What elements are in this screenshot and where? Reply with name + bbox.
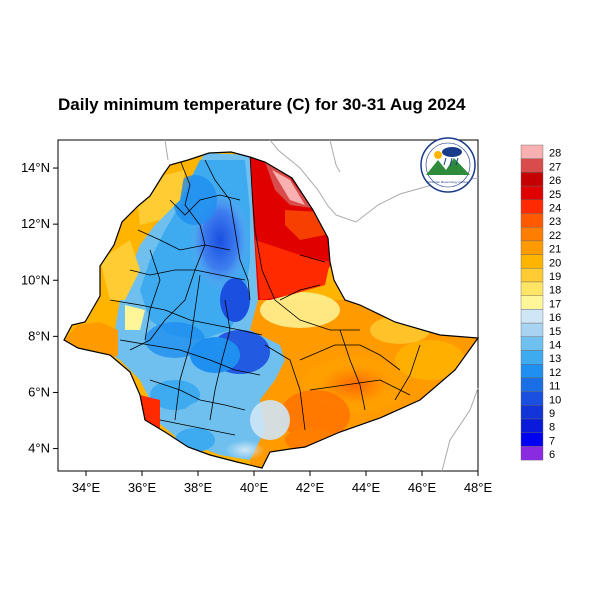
lon-tick-label: 34°E	[72, 480, 101, 495]
colorbar-level-label: 23	[549, 216, 561, 228]
colorbar-level-label: 27	[549, 161, 561, 173]
lon-tick-label: 36°E	[128, 480, 157, 495]
colorbar-swatch	[520, 254, 544, 269]
colorbar: 2827262524232221201918171615141312111098…	[520, 144, 561, 461]
neighbor-borders	[164, 139, 479, 472]
colorbar-swatch	[520, 268, 544, 283]
colorbar-swatch	[520, 336, 544, 351]
colorbar-swatch	[520, 144, 544, 159]
colorbar-level-label: 24	[549, 203, 561, 215]
colorbar-swatch	[520, 405, 544, 420]
colorbar-swatch	[520, 295, 544, 310]
colorbar-swatch	[520, 240, 544, 255]
colorbar-level-label: 11	[549, 381, 560, 393]
colorbar-level-label: 28	[549, 148, 561, 160]
colorbar-swatch	[520, 446, 544, 461]
colorbar-level-label: 17	[549, 298, 561, 310]
logo-text: Ethiopian Meteorology Institute	[427, 180, 469, 184]
colorbar-swatch	[520, 281, 544, 296]
colorbar-swatch	[520, 199, 544, 214]
colorbar-swatch	[520, 322, 544, 338]
colorbar-swatch	[520, 309, 544, 324]
colorbar-level-label: 12	[549, 367, 561, 379]
colorbar-swatch	[520, 418, 544, 433]
lon-tick-label: 38°E	[184, 480, 213, 495]
colorbar-level-label: 25	[549, 189, 561, 201]
lon-tick-label: 40°E	[240, 480, 269, 495]
lat-tick-label: 14°N	[21, 160, 50, 175]
lat-tick-label: 6°N	[28, 384, 50, 399]
ethiopian-meteorology-institute-logo: Ethiopian Meteorology Institute	[420, 137, 476, 193]
colorbar-swatch	[520, 172, 544, 187]
colorbar-swatch	[520, 185, 544, 201]
colorbar-level-label: 21	[549, 244, 561, 256]
colorbar-level-label: 19	[549, 271, 561, 283]
map-title: Daily minimum temperature (C) for 30-31 …	[58, 95, 466, 114]
lat-tick-label: 12°N	[21, 216, 50, 231]
colorbar-level-label: 22	[549, 230, 561, 242]
colorbar-level-label: 26	[549, 175, 561, 187]
colorbar-level-label: 18	[549, 285, 561, 297]
longitude-axis: 34°E 36°E 38°E 40°E 42°E 44°E 46°E 48°E	[72, 471, 493, 495]
colorbar-swatch	[520, 364, 544, 379]
lat-tick-label: 10°N	[21, 272, 50, 287]
colorbar-swatch	[520, 226, 544, 242]
colorbar-level-label: 20	[549, 257, 561, 269]
lon-tick-label: 42°E	[296, 480, 325, 495]
colorbar-swatch	[520, 432, 544, 447]
colorbar-level-label: 6	[549, 449, 555, 461]
admin-borders	[109, 154, 421, 436]
colorbar-swatch	[520, 377, 544, 392]
colorbar-level-label: 14	[549, 340, 561, 352]
colorbar-swatch	[520, 213, 544, 228]
colorbar-level-label: 16	[549, 312, 561, 324]
lon-tick-label: 48°E	[464, 480, 493, 495]
colorbar-level-label: 8	[549, 422, 555, 434]
latitude-axis: 4°N 6°N 8°N 10°N 12°N 14°N	[21, 160, 58, 456]
map-frame	[57, 139, 479, 472]
lon-tick-label: 44°E	[352, 480, 381, 495]
colorbar-level-label: 9	[549, 408, 555, 420]
colorbar-swatch	[520, 350, 544, 365]
colorbar-level-label: 15	[549, 326, 561, 338]
lat-tick-label: 8°N	[28, 328, 50, 343]
colorbar-level-label: 13	[549, 353, 561, 365]
lon-tick-label: 46°E	[408, 480, 437, 495]
lat-tick-label: 4°N	[28, 441, 50, 456]
colorbar-swatch	[520, 391, 544, 406]
colorbar-level-label: 10	[549, 394, 561, 406]
colorbar-level-label: 7	[549, 435, 555, 447]
colorbar-swatch	[520, 158, 544, 173]
